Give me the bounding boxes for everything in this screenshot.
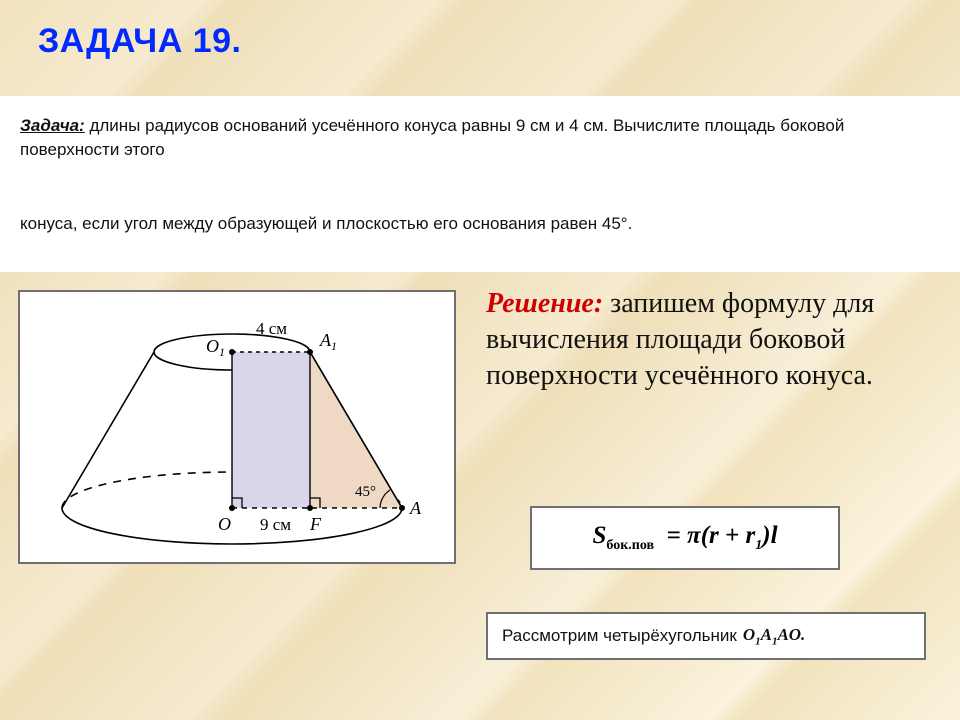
problem-gap (20, 162, 940, 212)
note-quad: O1A1AO. (743, 625, 806, 647)
diagram-card: 4 см A1 O1 O F A 9 см 45° (18, 290, 456, 564)
formula-sub: бок.пов (606, 538, 654, 553)
solution-paragraph: Решение: запишем формулу для вычисления … (486, 286, 926, 393)
pt-A1 (307, 349, 313, 355)
formula-plus: + (719, 522, 746, 549)
formula-card: Sбок.пов = π(r + r1)l (530, 506, 840, 570)
pt-F (307, 505, 313, 511)
page-title: ЗАДАЧА 19. (38, 22, 960, 61)
rect-shade (232, 352, 310, 508)
note-card: Рассмотрим четырёхугольник O1A1AO. (486, 612, 926, 660)
lbl-A1: A1 (319, 330, 337, 353)
lbl-A: A (409, 498, 422, 518)
lbl-angle: 45° (355, 484, 376, 500)
formula-r: r (709, 522, 719, 549)
lbl-O: O (218, 514, 231, 534)
solution-label: Решение: (486, 288, 603, 319)
title-region: ЗАДАЧА 19. (0, 0, 960, 96)
frustum-diagram: 4 см A1 O1 O F A 9 см 45° (20, 292, 454, 562)
lbl-O1: O1 (206, 336, 225, 359)
lower-region: 4 см A1 O1 O F A 9 см 45° Решение: запиш… (0, 272, 960, 720)
formula-l: l (771, 522, 778, 549)
pt-O (229, 505, 235, 511)
base-front-arc (62, 508, 402, 544)
formula-pi: π (687, 522, 701, 549)
formula-close: ) (762, 522, 770, 549)
problem-statement: Задача: длины радиусов оснований усечённ… (0, 96, 960, 272)
formula-r1: r (746, 522, 756, 549)
problem-line-1: Задача: длины радиусов оснований усечённ… (20, 114, 940, 162)
formula: Sбок.пов = π(r + r1)l (592, 522, 777, 554)
lbl-bottom-radius: 9 см (260, 515, 291, 534)
problem-label: Задача: (20, 116, 85, 135)
lbl-top-radius: 4 см (256, 319, 287, 338)
lbl-F: F (309, 514, 322, 534)
slant-left (62, 352, 154, 508)
pt-O1 (229, 349, 235, 355)
pt-A (399, 505, 405, 511)
note-text: Рассмотрим четырёхугольник (502, 626, 737, 646)
problem-text-1: длины радиусов оснований усечённого кону… (20, 116, 844, 159)
formula-open: ( (701, 522, 709, 549)
formula-S: S (592, 522, 606, 549)
problem-line-2: конуса, если угол между образующей и пло… (20, 212, 940, 236)
